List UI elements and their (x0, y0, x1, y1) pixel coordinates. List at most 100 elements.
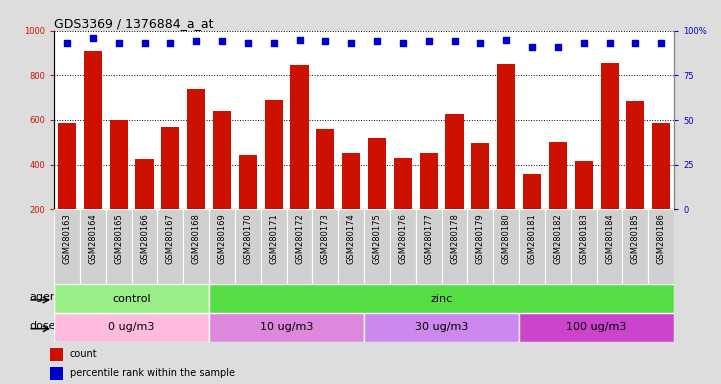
Text: GSM280174: GSM280174 (347, 213, 355, 264)
Bar (84, 51, 102, 209)
Text: GSM280178: GSM280178 (450, 213, 459, 264)
Bar (523, 174, 541, 209)
Bar (110, 120, 128, 209)
Bar (627, 101, 645, 209)
Text: 10 ug/m3: 10 ug/m3 (260, 322, 314, 333)
Bar (157, 209, 183, 284)
Bar (312, 209, 338, 284)
Point (293, 36, 305, 43)
Point (552, 44, 564, 50)
Bar (50, 348, 63, 361)
Point (138, 40, 150, 46)
Text: percentile rank within the sample: percentile rank within the sample (70, 368, 235, 379)
Point (371, 38, 383, 45)
Text: GSM280169: GSM280169 (218, 213, 226, 264)
Bar (416, 209, 441, 284)
Bar (368, 138, 386, 209)
Bar (286, 209, 312, 284)
Point (397, 40, 409, 46)
Point (268, 40, 280, 46)
Point (526, 44, 538, 50)
Text: GSM280166: GSM280166 (140, 213, 149, 264)
Bar (394, 158, 412, 209)
Bar (648, 209, 674, 284)
Bar (493, 209, 519, 284)
Text: GDS3369 / 1376884_a_at: GDS3369 / 1376884_a_at (54, 17, 213, 30)
Text: GSM280182: GSM280182 (554, 213, 562, 264)
Text: GSM280177: GSM280177 (424, 213, 433, 264)
Bar (106, 209, 131, 284)
Text: GSM280163: GSM280163 (63, 213, 71, 264)
Text: GSM280180: GSM280180 (502, 213, 510, 264)
Bar (239, 155, 257, 209)
Bar (265, 100, 283, 209)
Bar (420, 154, 438, 209)
Text: GSM280181: GSM280181 (528, 213, 536, 264)
Bar (653, 123, 671, 209)
Point (113, 40, 125, 46)
Bar (50, 367, 63, 380)
Bar (209, 313, 364, 342)
Bar (390, 209, 416, 284)
Text: 30 ug/m3: 30 ug/m3 (415, 322, 469, 333)
Text: dose: dose (30, 321, 56, 331)
Bar (54, 209, 80, 284)
Bar (213, 111, 231, 209)
Bar (183, 209, 209, 284)
Text: count: count (70, 349, 97, 359)
Text: GSM280173: GSM280173 (321, 213, 329, 264)
Point (474, 40, 486, 46)
Bar (187, 89, 205, 209)
Bar (596, 209, 622, 284)
Text: GSM280179: GSM280179 (476, 213, 485, 264)
Text: GSM280186: GSM280186 (657, 213, 665, 264)
Point (629, 40, 641, 46)
Bar (209, 284, 674, 313)
Bar (364, 313, 519, 342)
Point (61, 40, 73, 46)
Bar (549, 142, 567, 209)
Bar (467, 209, 493, 284)
Point (423, 38, 435, 45)
Text: GSM280183: GSM280183 (579, 213, 588, 264)
Text: GSM280175: GSM280175 (373, 213, 381, 264)
Point (216, 38, 228, 45)
Bar (571, 209, 596, 284)
Text: GSM280184: GSM280184 (605, 213, 614, 264)
Text: 100 ug/m3: 100 ug/m3 (567, 322, 627, 333)
Text: agent: agent (30, 292, 62, 302)
Bar (54, 313, 209, 342)
Point (655, 40, 667, 46)
Text: GSM280167: GSM280167 (166, 213, 174, 264)
Text: GSM280170: GSM280170 (244, 213, 252, 264)
Point (448, 38, 460, 45)
Bar (136, 159, 154, 209)
Bar (545, 209, 571, 284)
Point (578, 40, 590, 46)
Bar (342, 154, 360, 209)
Bar (441, 209, 467, 284)
Bar (54, 284, 209, 313)
Bar (291, 65, 309, 209)
Bar (622, 209, 648, 284)
Bar (519, 209, 545, 284)
Text: 0 ug/m3: 0 ug/m3 (108, 322, 155, 333)
Bar (235, 209, 261, 284)
Text: GSM280168: GSM280168 (192, 213, 200, 264)
Point (500, 36, 512, 43)
Point (164, 40, 176, 46)
Text: GSM280176: GSM280176 (399, 213, 407, 264)
Bar (261, 209, 286, 284)
Bar (519, 313, 674, 342)
Bar (497, 64, 516, 209)
Bar (446, 114, 464, 209)
Bar (209, 209, 235, 284)
Point (190, 38, 202, 45)
Bar (317, 129, 335, 209)
Text: GSM280185: GSM280185 (631, 213, 640, 264)
Bar (80, 209, 106, 284)
Bar (575, 161, 593, 209)
Bar (364, 209, 390, 284)
Text: GSM280171: GSM280171 (269, 213, 278, 264)
Point (87, 35, 99, 41)
